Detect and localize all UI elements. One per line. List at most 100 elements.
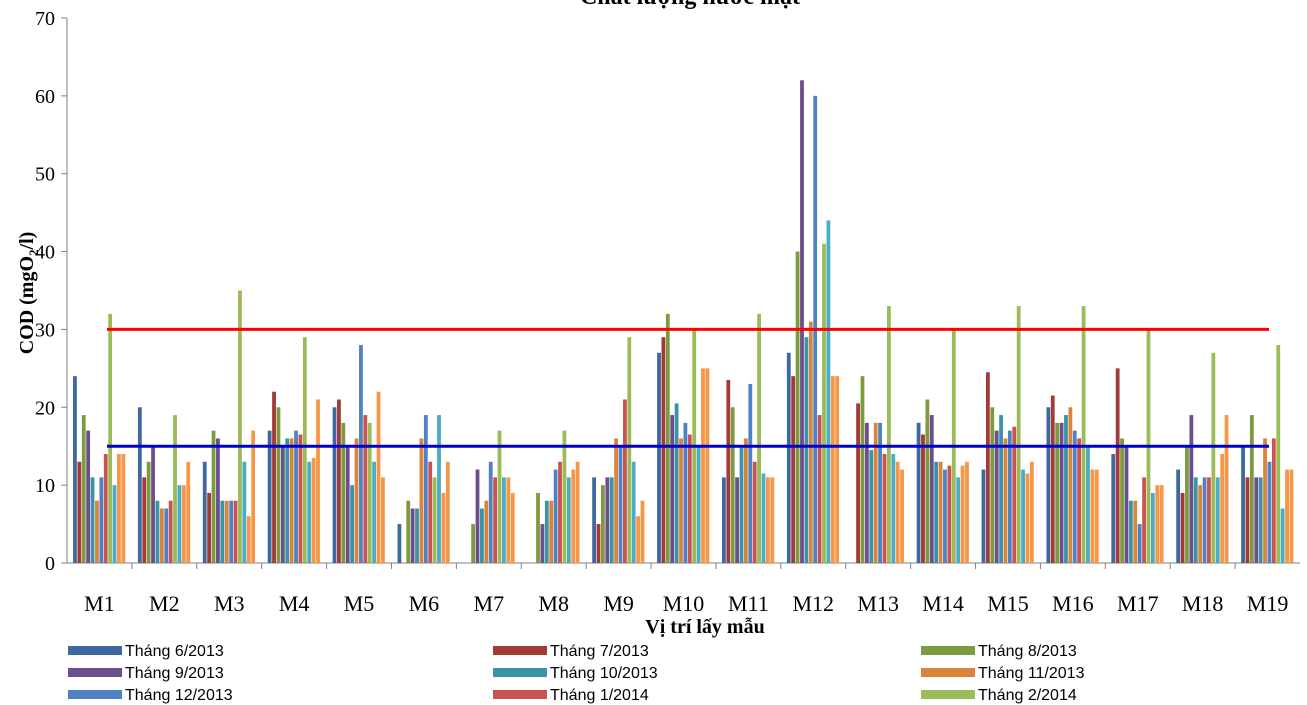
bar [502,477,506,563]
bar [661,337,666,563]
legend-label: Tháng 2/2014 [978,687,1077,704]
bar [428,461,433,563]
bar [121,454,126,563]
bar [800,80,804,564]
bar [791,376,796,563]
bar [739,446,744,563]
bar [1263,438,1267,563]
y-axis-label-main: COD (mgO [16,256,38,354]
bar [1215,477,1220,563]
y-axis-label-sub: 2 [26,249,41,256]
bar [164,508,169,563]
x-tick-label: M8 [538,591,569,616]
bar [596,524,601,563]
bar [1211,352,1216,563]
bar [220,500,225,563]
bar [432,477,437,563]
bar [1285,469,1289,563]
bar [359,345,363,563]
bar [1176,469,1181,563]
x-tick-label: M14 [922,591,964,616]
bar [337,399,341,563]
bar [999,415,1003,563]
bar [207,492,212,563]
bar [441,492,446,563]
legend: Tháng 6/2013 Tháng 7/2013 Tháng 8/2013 Thán… [68,643,1085,704]
bar [229,500,234,563]
bar [1111,454,1116,563]
y-tick-label: 0 [45,553,55,575]
bar [146,461,151,563]
bar [137,407,142,563]
bar [1050,395,1055,563]
bar [835,376,840,563]
bar [960,465,965,563]
bar [553,469,558,563]
bar [636,516,641,563]
bar [687,434,692,563]
bar [510,492,515,563]
bar [1012,426,1017,563]
bar [1128,500,1133,563]
legend-swatch [68,690,122,699]
bar [410,508,415,563]
bar [683,422,688,563]
bar [1189,415,1194,563]
bar [294,430,298,563]
bar [592,477,597,563]
bar [609,477,614,563]
bar [1090,469,1095,563]
bar [934,461,939,563]
bar [891,454,896,563]
bar [151,446,155,563]
x-tick-label: M3 [214,591,245,616]
bar [735,477,739,563]
bar [367,422,372,563]
x-tick-label: M17 [1117,591,1159,616]
bar [1254,477,1259,563]
legend-swatch [493,668,547,677]
bar [311,457,316,563]
bar [1081,306,1086,563]
legend-swatch [921,646,975,655]
bar [1055,422,1060,563]
legend-swatch [68,668,122,677]
chart-title: Chất lượng nước mặt [580,0,800,10]
bar [298,434,303,563]
bar [748,383,753,563]
bar [1155,485,1160,563]
bar [1142,477,1146,563]
bar [1007,430,1012,563]
x-axis-label: Vị trí lấy mẫu [645,616,764,638]
legend-swatch [921,668,975,677]
x-tick-label: M16 [1052,591,1094,616]
bar [1271,438,1276,563]
bar [631,461,636,563]
bar [990,407,995,563]
bar [73,376,77,563]
bar [103,454,108,563]
bar [1198,485,1203,563]
bar [1077,438,1082,563]
bar [860,376,865,563]
y-tick-label: 50 [35,164,55,186]
bar [1120,438,1124,563]
bar [873,422,878,563]
bar [267,430,272,563]
bar [765,477,770,563]
bar [419,438,424,563]
legend-swatch [493,646,547,655]
bar [544,500,549,563]
legend-label: Tháng 8/2013 [978,643,1077,660]
bar [830,376,835,563]
bar [817,415,822,563]
bar [1068,407,1073,563]
bar [289,438,294,563]
bar [437,415,441,563]
bar [605,477,610,563]
bar [614,438,619,563]
legend-label: Tháng 11/2013 [978,665,1085,682]
legend-swatch [68,646,122,655]
bar [493,477,498,563]
x-tick-label: M12 [793,591,835,616]
